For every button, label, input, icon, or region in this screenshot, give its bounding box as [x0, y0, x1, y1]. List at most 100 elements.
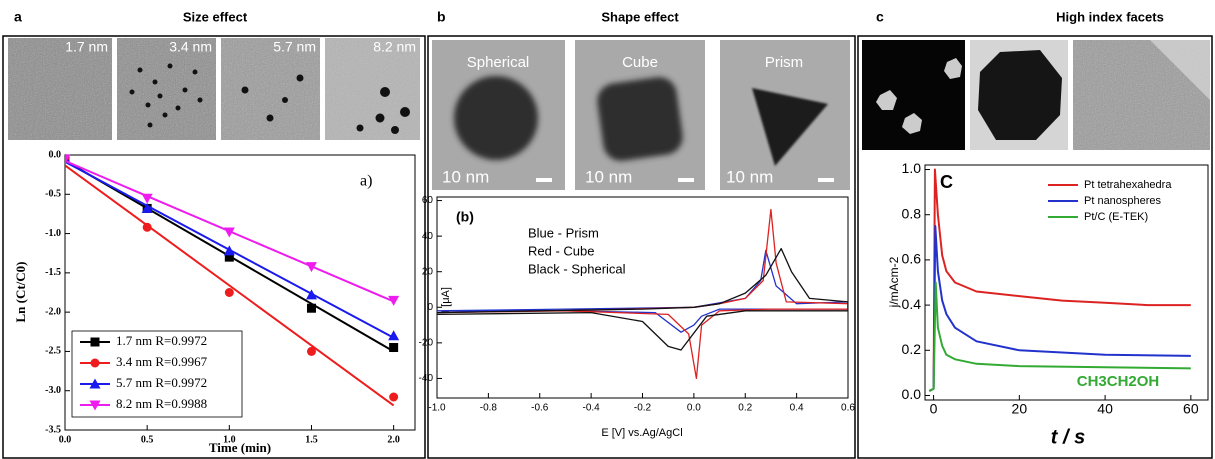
y-tick-label: 1.0 — [902, 160, 922, 176]
x-tick-label: -0.4 — [583, 403, 601, 414]
legend-label: Red - Cube — [528, 243, 594, 258]
scale-bar-label: 10 nm — [726, 167, 773, 186]
marker — [142, 222, 152, 232]
y-axis-label: Ln (Ct/C0) — [13, 261, 28, 322]
y-axis-label: I [μA] — [440, 287, 452, 313]
legend-label: 3.4 nm R=0.9967 — [116, 354, 208, 369]
image-label: 5.7 nm — [273, 39, 316, 55]
panel-title: Size effect — [183, 9, 248, 24]
y-tick-label: 0.0 — [902, 386, 922, 402]
annotation: a) — [360, 173, 372, 190]
legend-label: Pt nanospheres — [1084, 195, 1162, 207]
marker — [389, 392, 399, 402]
panel-frame — [427, 35, 856, 459]
marker — [90, 337, 100, 347]
x-tick-label: 40 — [1097, 401, 1113, 417]
x-tick-label: 0.2 — [738, 403, 752, 414]
marker — [223, 245, 235, 256]
series-line — [928, 225, 1191, 392]
marker — [65, 154, 71, 165]
image-label: 8.2 nm — [373, 39, 416, 55]
y-tick-label: 0.8 — [902, 205, 922, 221]
marker — [306, 346, 316, 356]
plot-frame — [436, 196, 849, 399]
series-line — [437, 249, 848, 333]
y-tick-label: -3.5 — [45, 424, 61, 435]
image-label: Cube — [622, 54, 658, 71]
x-tick-label: 0.5 — [141, 434, 154, 445]
legend-box — [71, 330, 243, 418]
marker — [224, 252, 234, 262]
marker — [90, 358, 100, 368]
series-line — [928, 281, 1191, 392]
marker — [141, 193, 153, 204]
plot-frame — [924, 164, 1209, 401]
marker — [388, 295, 400, 306]
plot-area — [928, 168, 1191, 392]
y-tick-label: -40 — [419, 373, 434, 384]
x-tick-label: 2.0 — [387, 434, 400, 445]
marker — [224, 288, 234, 297]
plot-frame — [64, 154, 416, 431]
legend-label: 5.7 nm R=0.9972 — [116, 375, 207, 390]
marker — [141, 202, 153, 213]
annotation: (b) — [456, 209, 474, 225]
y-axis-label: j/mAcm-2 — [887, 256, 901, 308]
marker — [305, 262, 317, 273]
x-tick-label: 60 — [1183, 401, 1199, 417]
micrographs-b — [432, 40, 850, 190]
y-tick-label: 0 — [427, 302, 433, 313]
y-tick-label: -0.5 — [45, 189, 61, 200]
x-tick-label: 20 — [1012, 401, 1028, 417]
micrographs-a — [8, 38, 420, 140]
y-tick-label: 0.4 — [902, 296, 922, 312]
marker — [389, 343, 399, 352]
annotation: CH3CH2OH — [1077, 373, 1160, 390]
series-line — [437, 247, 848, 351]
x-tick-label: -0.2 — [634, 403, 652, 414]
image-label: Spherical — [467, 54, 530, 71]
image-label: 3.4 nm — [169, 39, 212, 55]
panel-label: b — [437, 9, 446, 25]
x-tick-label: 0 — [930, 401, 938, 417]
y-tick-label: 0.6 — [902, 251, 922, 267]
marker — [388, 330, 400, 341]
marker — [89, 400, 101, 411]
plot-area — [65, 153, 400, 407]
scale-bar-label: 10 nm — [442, 167, 489, 186]
x-tick-label: -1.0 — [428, 403, 446, 414]
x-tick-label: -0.8 — [480, 403, 498, 414]
y-tick-label: 40 — [422, 231, 434, 242]
x-tick-label: 0.4 — [790, 403, 804, 414]
x-axis-label: Time (min) — [209, 440, 271, 455]
y-tick-label: -3.0 — [45, 385, 61, 396]
x-tick-label: 1.0 — [223, 434, 236, 445]
panel-frame — [2, 35, 426, 459]
x-axis-label: t / s — [1051, 426, 1085, 448]
series-line — [928, 168, 1191, 392]
x-tick-label: 0.6 — [841, 403, 855, 414]
image-label: Prism — [765, 54, 803, 71]
plot-area — [437, 208, 848, 380]
image-label: 1.7 nm — [65, 39, 108, 55]
panel-label: a — [14, 9, 22, 25]
marker — [306, 303, 316, 313]
y-tick-label: -1.5 — [45, 267, 61, 278]
y-tick-label: 60 — [422, 195, 434, 206]
y-tick-label: -20 — [419, 337, 434, 348]
y-tick-label: -2.0 — [45, 306, 61, 317]
micrographs-c — [862, 40, 1210, 150]
x-axis-label: E [V] vs.Ag/AgCl — [601, 427, 682, 439]
x-tick-label: -0.6 — [531, 403, 549, 414]
marker — [223, 227, 235, 238]
marker — [89, 378, 101, 389]
legend-label: 1.7 nm R=0.9972 — [116, 333, 207, 348]
legend-label: Pt tetrahexahedra — [1084, 179, 1172, 191]
panel-title: Shape effect — [601, 9, 679, 24]
y-tick-label: 0.2 — [902, 341, 922, 357]
legend-label: Black - Spherical — [528, 261, 626, 276]
x-tick-label: 0.0 — [59, 434, 72, 445]
y-tick-label: -1.0 — [45, 228, 61, 239]
legend-label: Blue - Prism — [528, 225, 599, 240]
